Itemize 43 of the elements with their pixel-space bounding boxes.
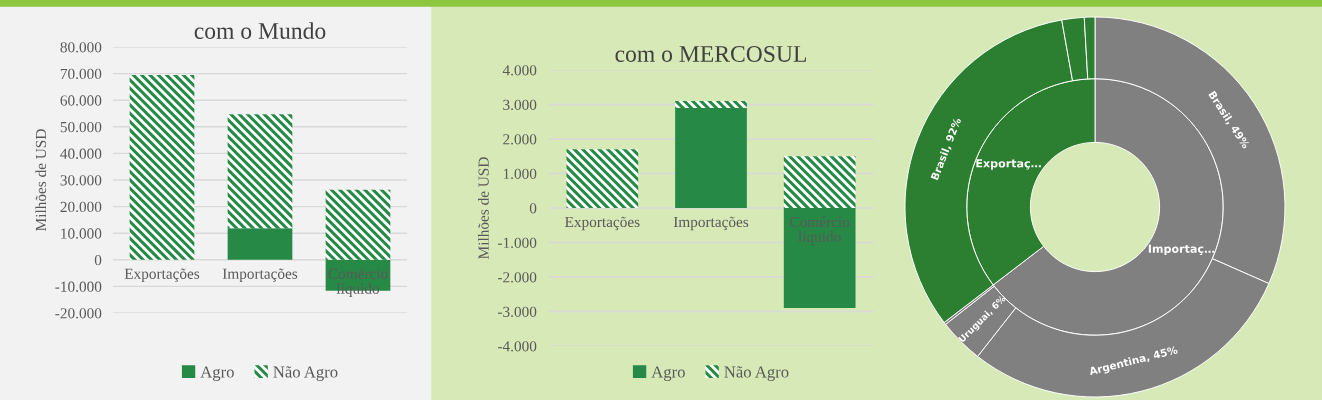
chart-title: com o Mundo [194,22,326,39]
y-axis-title: Milhões de USD [478,157,489,259]
chart-title: com o MERCOSUL [615,46,806,62]
y-tick-label: 1.000 [503,168,537,180]
text: Exportaç… [976,159,1041,170]
y-tick-label: 3.000 [503,99,537,111]
legend-label: Não Agro [724,366,789,381]
y-tick-label: 0 [94,254,102,266]
bar [227,114,293,229]
bar [325,189,391,260]
y-tick-label: -10.000 [55,281,102,292]
y-tick-label: 10.000 [61,228,102,239]
y-tick-label: 4.000 [502,65,537,76]
y-tick-label: 50.000 [60,121,102,133]
y-tick-label: -20.000 [55,308,102,319]
y-tick-label: -4.000 [497,341,537,352]
y-tick-label: -2.000 [497,272,537,283]
text: Importaç… [1148,244,1215,256]
y-axis-title: Milhões de USD [35,129,47,231]
y-tick-label: 2.000 [503,134,537,145]
y-tick-label: 70.000 [60,68,102,80]
x-tick-label: Exportações [565,216,640,231]
y-tick-label: 60.000 [60,95,102,106]
y-tick-label: 20.000 [60,201,102,213]
bar [566,149,639,208]
x-tick-label: Importações [673,216,749,231]
bar [227,228,293,260]
y-tick-label: -1.000 [497,237,537,249]
legend-label: Agro [651,366,685,381]
bar [675,107,747,208]
legend-label: Não Agro [273,366,338,381]
legend-label: Agro [200,366,234,381]
bar [783,156,856,208]
y-tick-label: 0 [529,203,537,214]
y-tick-label: 40.000 [60,148,102,159]
bar [129,74,195,260]
bar [675,101,747,108]
x-tick-label: Importações [222,268,298,282]
bar [783,208,856,309]
y-tick-label: -3.000 [497,306,537,318]
x-tick-label: Exportações [124,268,200,282]
y-tick-label: 80.000 [60,42,102,53]
y-tick-label: 30.000 [60,175,102,186]
